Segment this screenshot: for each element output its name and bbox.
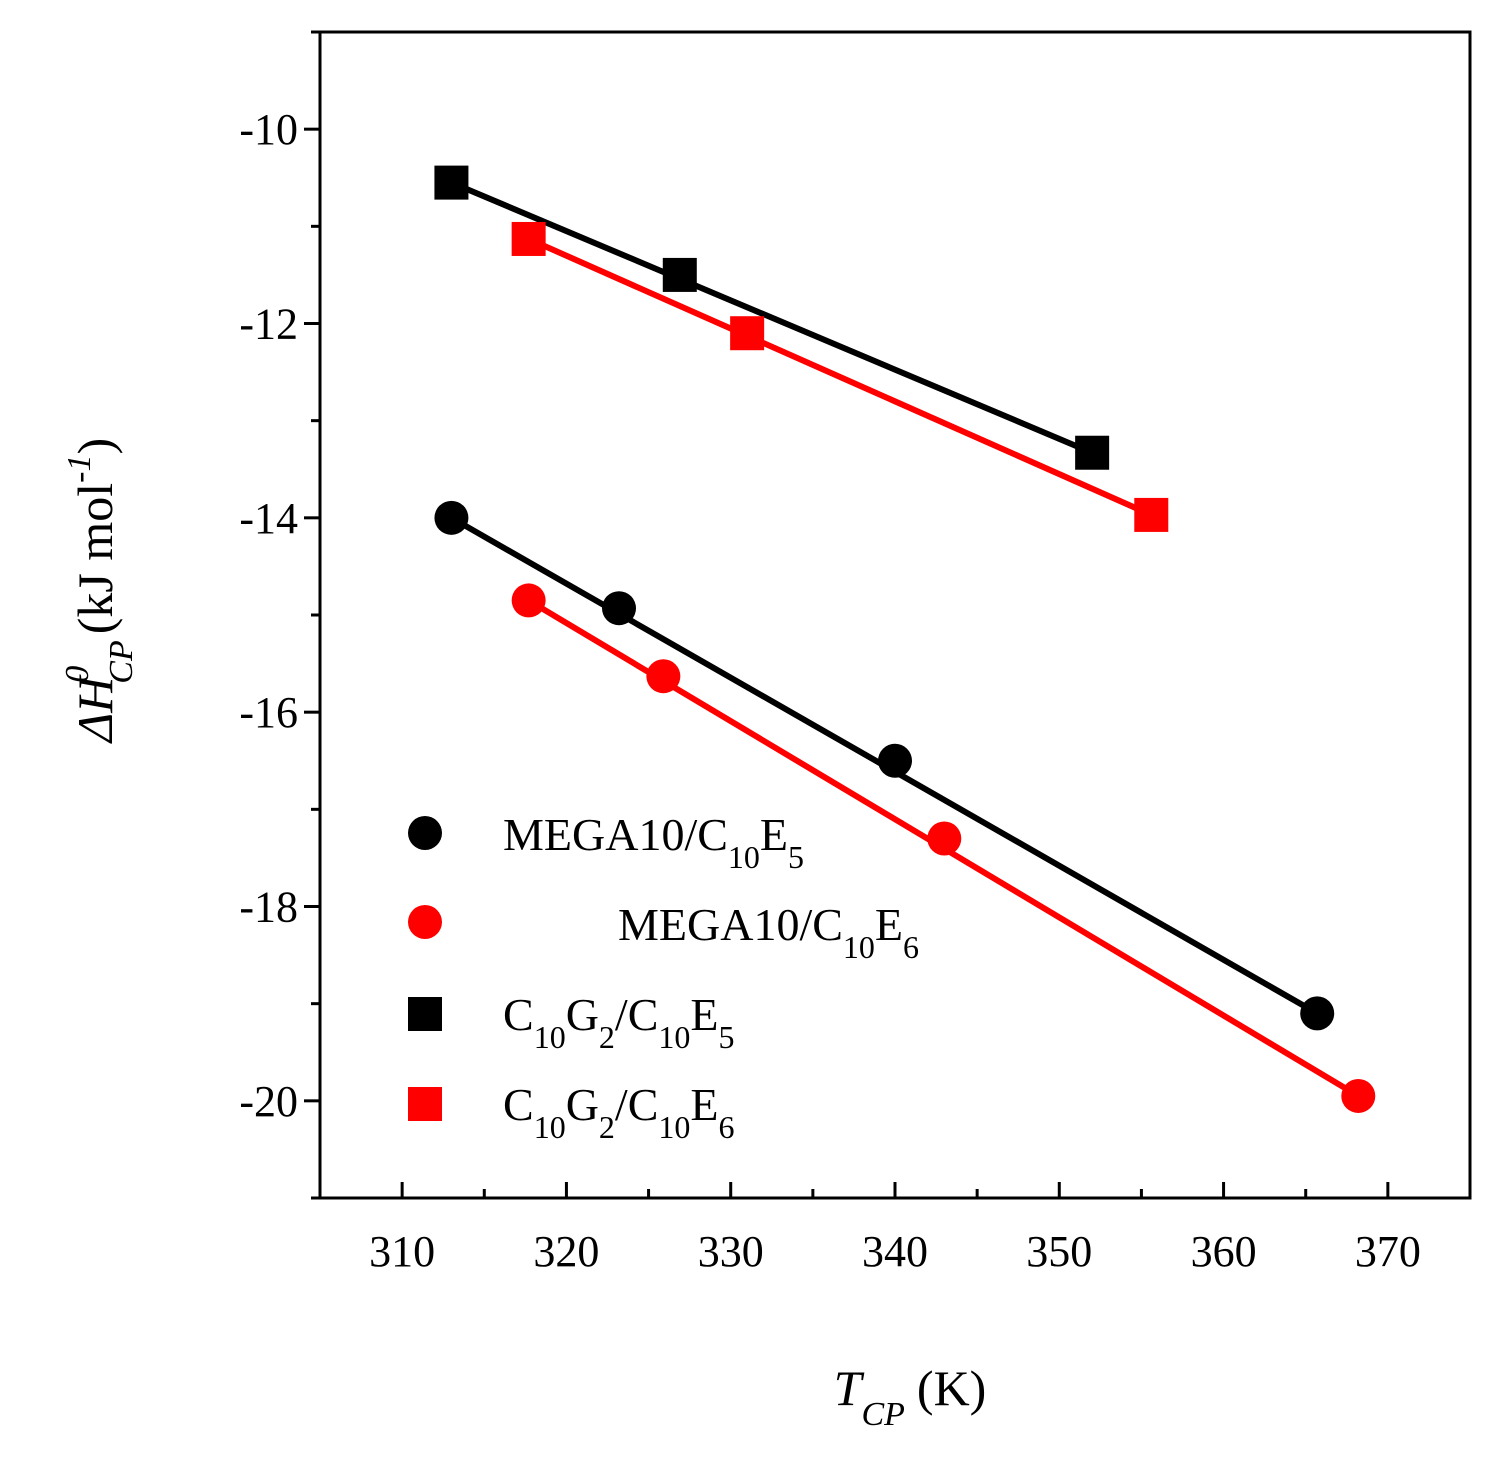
legend-item-mega10-c10e6: MEGA10/C10E6 xyxy=(408,899,1000,968)
legend: MEGA10/C10E5 MEGA10/C10E6 C10G2/C10E5 C1… xyxy=(408,809,1000,1145)
data-point-mega10-c10e5 xyxy=(1300,996,1335,1031)
data-point-c10g2-c10e6 xyxy=(1134,497,1169,532)
y-tick-label: -20 xyxy=(239,1077,298,1126)
data-point-mega10-c10e6 xyxy=(1341,1078,1376,1113)
data-point-c10g2-c10e5 xyxy=(434,165,469,200)
y-tick-label: -18 xyxy=(239,883,298,932)
data-point-c10g2-c10e5 xyxy=(1075,435,1110,470)
legend-marker-circle-black xyxy=(408,816,442,850)
x-tick-label: 370 xyxy=(1355,1227,1421,1276)
data-points xyxy=(434,165,1376,1113)
y-tick-label: -12 xyxy=(239,300,298,349)
x-axis-title-unit: (K) xyxy=(917,1360,986,1416)
data-point-mega10-c10e6 xyxy=(646,659,681,694)
x-tick-label: 330 xyxy=(698,1227,764,1276)
data-point-mega10-c10e5 xyxy=(878,743,912,778)
y-axis-title-sub: CP xyxy=(103,640,140,683)
fit-line-c10g2-c10e6 xyxy=(525,235,1155,518)
data-point-mega10-c10e5 xyxy=(434,500,469,535)
x-tick-label: 340 xyxy=(862,1227,928,1276)
y-tick-labels: -10 -12 -14 -16 -18 -20 xyxy=(239,105,298,1126)
x-axis-title: TCP (K) xyxy=(834,1360,987,1433)
legend-label-c10g2-c10e6: C10G2/C10E6 xyxy=(503,1079,735,1145)
y-axis-title-unit-sup: -1 xyxy=(61,455,98,483)
legend-marker-square-red xyxy=(408,1087,442,1121)
data-point-c10g2-c10e5 xyxy=(662,257,697,292)
data-point-mega10-c10e5 xyxy=(602,591,636,626)
y-axis-title-sup: 0 xyxy=(59,666,96,683)
y-axis-title-main: ΔH xyxy=(67,674,123,744)
legend-item-mega10-c10e5: MEGA10/C10E5 xyxy=(408,809,804,875)
y-axis-title-unit: (kJ mol xyxy=(67,483,123,634)
data-point-c10g2-c10e6 xyxy=(511,221,546,256)
legend-label-c10g2-c10e5: C10G2/C10E5 xyxy=(503,989,735,1055)
x-axis-title-main: T xyxy=(834,1360,865,1416)
legend-label-mega10-c10e6: MEGA10/C10E6 xyxy=(503,899,1000,968)
x-axis-title-sub: CP xyxy=(861,1396,904,1433)
x-tick-label: 360 xyxy=(1191,1227,1257,1276)
data-point-c10g2-c10e6 xyxy=(730,316,765,351)
legend-label-mega10-c10e5: MEGA10/C10E5 xyxy=(503,809,804,875)
y-tick-label: -14 xyxy=(239,494,298,543)
legend-marker-square-black xyxy=(408,997,442,1031)
legend-item-c10g2-c10e5: C10G2/C10E5 xyxy=(408,989,735,1055)
x-tick-labels: 310 320 330 340 350 360 370 xyxy=(369,1227,1421,1276)
y-axis-title: ΔH0 CP (kJ mol-1) xyxy=(59,438,140,744)
y-tick-label: -10 xyxy=(239,105,298,154)
fit-line-c10g2-c10e5 xyxy=(448,179,1096,456)
y-axis-title-unit-end: ) xyxy=(67,438,123,455)
axes xyxy=(304,30,1472,1200)
x-tick-label: 310 xyxy=(369,1227,435,1276)
data-point-mega10-c10e6 xyxy=(927,821,962,856)
x-tick-label: 350 xyxy=(1026,1227,1092,1276)
legend-item-c10g2-c10e6: C10G2/C10E6 xyxy=(408,1079,735,1145)
data-point-mega10-c10e6 xyxy=(511,583,546,618)
x-tick-label: 320 xyxy=(533,1227,599,1276)
legend-marker-circle-red xyxy=(408,905,442,939)
y-tick-label: -16 xyxy=(239,688,298,737)
